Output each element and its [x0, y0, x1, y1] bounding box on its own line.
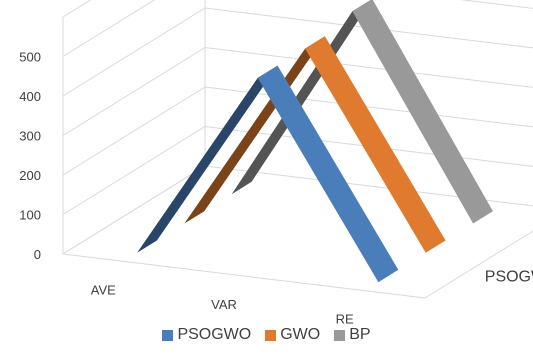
- legend-label-gwo: GWO: [280, 326, 321, 343]
- legend-item-psogwo: PSOGWO: [162, 326, 251, 344]
- gridline: [62, 46, 533, 136]
- y-tick-label: 0: [34, 247, 41, 262]
- legend-item-gwo: GWO: [265, 326, 320, 344]
- y-tick-label: 500: [19, 50, 41, 65]
- legend-label-psogwo: PSOGWO: [177, 326, 252, 343]
- y-tick-label: 100: [19, 208, 41, 223]
- depth-tick-label: PSOGWO: [485, 268, 533, 285]
- series-ribbon-psogwo: [257, 65, 399, 283]
- series-ribbon-gwo: [305, 36, 446, 253]
- series-ribbon-bp: [352, 0, 493, 224]
- y-tick-label: 300: [19, 129, 41, 144]
- legend-item-bp: BP: [334, 326, 371, 344]
- legend: PSOGWO GWO BP: [0, 326, 533, 344]
- gridline: [62, 0, 533, 57]
- legend-label-bp: BP: [349, 326, 371, 343]
- x-tick-label: RE: [336, 312, 354, 327]
- series-ribbon-bp: [231, 0, 372, 195]
- x-tick-label: AVE: [91, 282, 116, 297]
- series-ribbon-gwo: [184, 36, 325, 224]
- gridline: [62, 7, 533, 97]
- floor-edge-right: [424, 230, 533, 299]
- legend-swatch-bp: [334, 329, 346, 341]
- gridline: [62, 86, 533, 176]
- floor-edge-front: [62, 253, 426, 299]
- side-wall: [62, 0, 206, 255]
- x-tick-label: VAR: [211, 297, 237, 312]
- legend-swatch-psogwo: [162, 329, 174, 341]
- series-ribbon-psogwo: [137, 65, 278, 253]
- legend-swatch-gwo: [265, 329, 277, 341]
- y-tick-label: 200: [19, 168, 41, 183]
- y-tick-label: 400: [19, 89, 41, 104]
